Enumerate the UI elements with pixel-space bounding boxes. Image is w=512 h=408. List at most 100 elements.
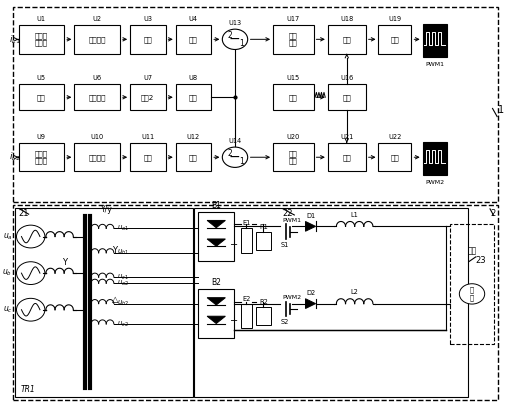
Text: PWM1: PWM1 bbox=[282, 218, 301, 223]
Bar bbox=[18, 143, 64, 171]
Bar bbox=[241, 304, 252, 328]
Bar bbox=[15, 208, 193, 397]
Text: 跟随: 跟随 bbox=[143, 36, 152, 42]
Text: 平方: 平方 bbox=[189, 154, 198, 160]
Bar bbox=[130, 25, 165, 53]
Bar bbox=[13, 7, 498, 202]
Text: PWM2: PWM2 bbox=[425, 180, 444, 184]
Bar bbox=[328, 143, 366, 171]
Text: U22: U22 bbox=[388, 134, 401, 140]
Text: U18: U18 bbox=[340, 16, 353, 22]
Text: −: − bbox=[230, 316, 239, 326]
Polygon shape bbox=[207, 298, 225, 305]
Text: −: − bbox=[230, 240, 239, 251]
Circle shape bbox=[16, 262, 45, 284]
Text: 移相: 移相 bbox=[343, 94, 351, 100]
Text: U6: U6 bbox=[93, 75, 102, 81]
Text: $u_{c2}$: $u_{c2}$ bbox=[117, 319, 129, 328]
Text: D2: D2 bbox=[306, 290, 315, 296]
Text: 跟随: 跟随 bbox=[143, 154, 152, 160]
Text: U8: U8 bbox=[189, 75, 198, 81]
Text: U9: U9 bbox=[37, 134, 46, 140]
Text: 查表: 查表 bbox=[37, 94, 46, 100]
Text: 比较: 比较 bbox=[343, 36, 351, 42]
Text: U19: U19 bbox=[389, 16, 401, 22]
Bar bbox=[74, 143, 120, 171]
Text: △: △ bbox=[112, 295, 118, 304]
Text: U3: U3 bbox=[143, 16, 152, 22]
Text: E2: E2 bbox=[242, 295, 250, 302]
Text: 喷嘴: 喷嘴 bbox=[467, 246, 477, 255]
Text: U16: U16 bbox=[340, 75, 353, 81]
Text: $u_{a2}$: $u_{a2}$ bbox=[117, 279, 129, 288]
Bar bbox=[328, 84, 366, 111]
Text: 霍尔电
流检测: 霍尔电 流检测 bbox=[35, 32, 48, 47]
Text: $u_{b1}$: $u_{b1}$ bbox=[117, 248, 129, 257]
Bar bbox=[378, 143, 412, 171]
Text: $u_b$: $u_b$ bbox=[3, 268, 12, 278]
Text: 1: 1 bbox=[239, 39, 244, 48]
Text: −: − bbox=[228, 32, 240, 47]
Text: −: − bbox=[228, 150, 240, 164]
Text: U13: U13 bbox=[228, 20, 242, 26]
Text: 电流给定: 电流给定 bbox=[89, 94, 106, 100]
Bar bbox=[241, 228, 252, 253]
Text: R2: R2 bbox=[259, 299, 268, 305]
Circle shape bbox=[222, 147, 248, 167]
Bar bbox=[130, 143, 165, 171]
Bar bbox=[18, 84, 64, 111]
Text: $u_{c1}$: $u_{c1}$ bbox=[117, 273, 129, 282]
Text: 22: 22 bbox=[282, 209, 293, 218]
Bar bbox=[422, 142, 447, 175]
Text: $u_{b2}$: $u_{b2}$ bbox=[117, 299, 129, 308]
Bar bbox=[130, 84, 165, 111]
Text: Y: Y bbox=[61, 258, 67, 268]
Text: 霍尔电
流检测: 霍尔电 流检测 bbox=[35, 150, 48, 164]
Text: 21: 21 bbox=[18, 209, 29, 218]
Bar bbox=[451, 224, 494, 344]
Text: TR1: TR1 bbox=[20, 385, 35, 394]
Text: 电流
内环: 电流 内环 bbox=[289, 150, 297, 164]
Text: U7: U7 bbox=[143, 75, 153, 81]
Text: 高频滤波: 高频滤波 bbox=[89, 36, 106, 42]
Text: U17: U17 bbox=[287, 16, 300, 22]
Bar bbox=[256, 307, 271, 325]
Text: U4: U4 bbox=[189, 16, 198, 22]
Text: PWM1: PWM1 bbox=[425, 62, 444, 67]
Polygon shape bbox=[306, 299, 315, 308]
Circle shape bbox=[16, 298, 45, 321]
Text: Y: Y bbox=[112, 246, 117, 255]
Bar bbox=[13, 205, 498, 400]
Circle shape bbox=[16, 225, 45, 248]
Text: 高频滤波: 高频滤波 bbox=[89, 154, 106, 160]
Text: 23: 23 bbox=[476, 256, 486, 266]
Text: U21: U21 bbox=[340, 134, 353, 140]
Text: 比较: 比较 bbox=[343, 154, 351, 160]
Text: $u_c$: $u_c$ bbox=[3, 304, 12, 315]
Circle shape bbox=[459, 284, 485, 304]
Bar bbox=[18, 25, 64, 53]
Polygon shape bbox=[207, 220, 225, 228]
Text: 除以2: 除以2 bbox=[141, 94, 155, 100]
Text: $u_a$: $u_a$ bbox=[3, 231, 12, 242]
Text: 电流
内环: 电流 内环 bbox=[289, 32, 297, 47]
Polygon shape bbox=[207, 316, 225, 324]
Text: B1: B1 bbox=[211, 201, 221, 210]
Bar bbox=[176, 25, 211, 53]
Bar bbox=[176, 84, 211, 111]
Bar bbox=[198, 289, 234, 338]
Text: U1: U1 bbox=[37, 16, 46, 22]
Text: E1: E1 bbox=[242, 220, 250, 226]
Text: 弧
型: 弧 型 bbox=[470, 287, 474, 301]
Text: 1: 1 bbox=[498, 106, 504, 115]
Bar bbox=[198, 212, 234, 261]
Text: U10: U10 bbox=[91, 134, 104, 140]
Bar bbox=[378, 25, 412, 53]
Text: B2: B2 bbox=[211, 278, 221, 287]
Text: U12: U12 bbox=[187, 134, 200, 140]
Bar bbox=[422, 24, 447, 57]
Bar bbox=[273, 84, 313, 111]
Bar bbox=[74, 84, 120, 111]
Text: 平方: 平方 bbox=[189, 36, 198, 42]
Circle shape bbox=[222, 29, 248, 49]
